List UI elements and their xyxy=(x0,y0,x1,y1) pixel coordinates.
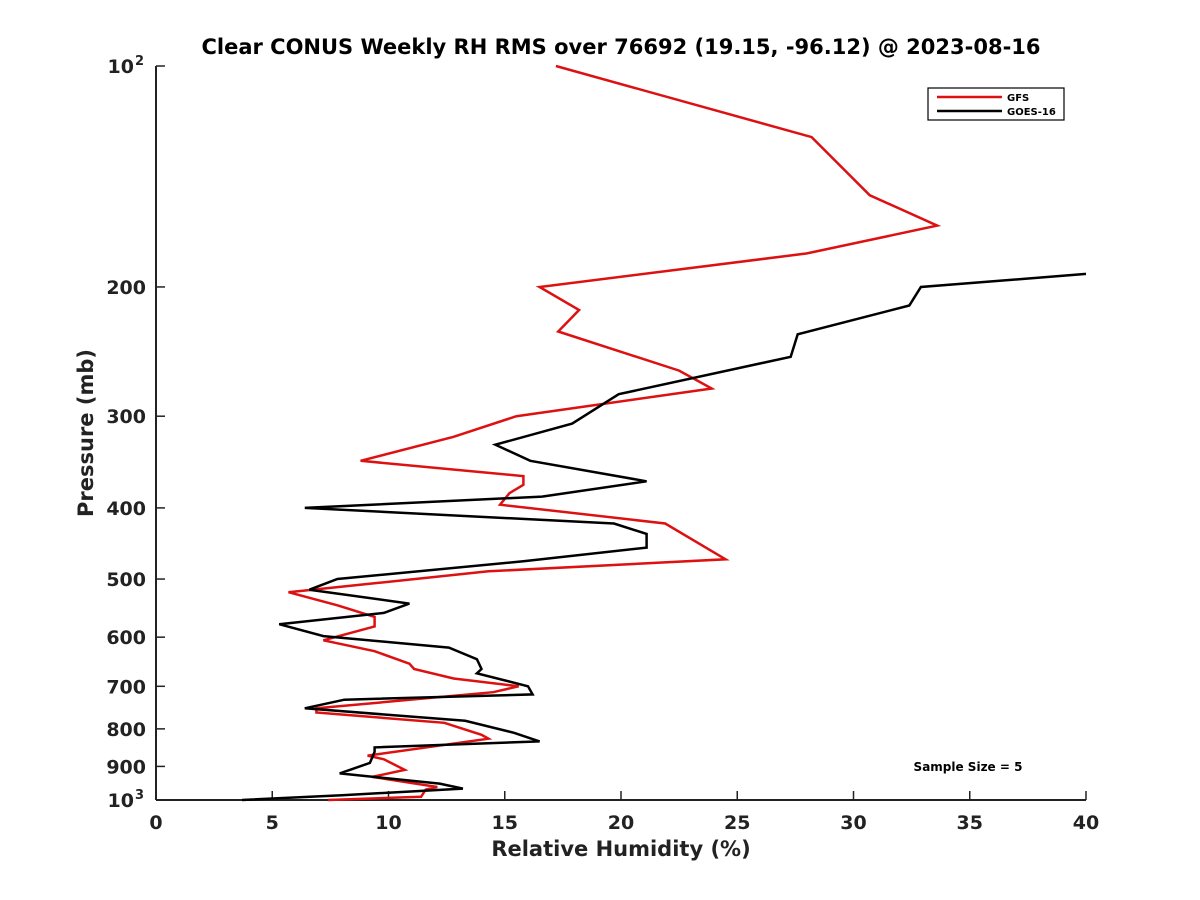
x-tick-label: 35 xyxy=(957,812,983,834)
x-axis-label: Relative Humidity (%) xyxy=(491,837,750,861)
x-tick-label: 25 xyxy=(724,812,750,834)
legend-label-gfs: GFS xyxy=(1007,93,1029,104)
y-axis-label: Pressure (mb) xyxy=(74,349,98,517)
y-tick-label: 400 xyxy=(106,498,146,520)
y-tick-exponent: 3 xyxy=(135,788,144,803)
y-tick-label: 10 xyxy=(108,790,134,812)
x-tick-label: 15 xyxy=(492,812,518,834)
legend-box xyxy=(927,87,1065,121)
series-layer xyxy=(241,64,1087,802)
x-ticks: 0 5 10 15 20 25 30 35 40 xyxy=(149,791,1099,834)
x-tick-label: 40 xyxy=(1073,812,1099,834)
series-line-goes-16 xyxy=(241,272,1087,802)
legend-label-goes-16: GOES-16 xyxy=(1007,107,1056,118)
x-tick-label: 30 xyxy=(840,812,866,834)
x-tick-label: 10 xyxy=(375,812,401,834)
y-tick-label: 600 xyxy=(106,627,146,649)
x-tick-label: 0 xyxy=(149,812,162,834)
sample-size-annotation: Sample Size = 5 xyxy=(914,760,1023,774)
y-tick-label: 500 xyxy=(106,569,146,591)
legend: GFS GOES-16 xyxy=(927,87,1065,121)
y-tick-label: 10 xyxy=(108,56,134,78)
y-tick-label: 800 xyxy=(106,719,146,741)
y-tick-label: 900 xyxy=(106,756,146,778)
chart-title: Clear CONUS Weekly RH RMS over 76692 (19… xyxy=(201,35,1040,59)
x-tick-label: 20 xyxy=(608,812,634,834)
y-tick-exponent: 2 xyxy=(135,54,144,69)
series-line-gfs xyxy=(288,64,942,802)
y-tick-label: 200 xyxy=(106,277,146,299)
plot-area: 0 5 10 15 20 25 30 35 40 10 220030040050060070080… xyxy=(106,54,1099,834)
y-tick-label: 700 xyxy=(106,676,146,698)
y-tick-label: 300 xyxy=(106,406,146,428)
x-tick-label: 5 xyxy=(266,812,279,834)
